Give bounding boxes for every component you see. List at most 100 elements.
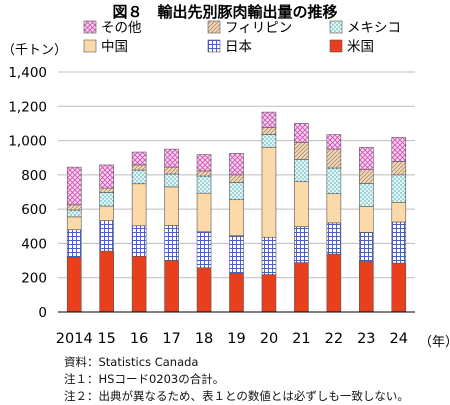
y-tick-label: 400 <box>21 236 47 252</box>
legend-swatch-series-4 <box>207 20 221 34</box>
bar-segment-series-3 <box>229 182 244 201</box>
bar-segment-series-4 <box>99 187 114 193</box>
x-axis-unit: （年） <box>419 335 450 350</box>
bar-segment-series-1 <box>294 226 309 263</box>
legend-swatch-series-2 <box>83 39 97 53</box>
bar-segment-series-3 <box>391 174 407 203</box>
bar-segment-series-2 <box>131 183 147 227</box>
y-tick-label: 1,400 <box>8 65 47 81</box>
y-tick-labels: 0 200 400 600 800 1,000 1,200 1,400 <box>8 65 47 321</box>
bar-segment-series-1 <box>261 236 277 275</box>
bar-segment-series-2 <box>66 216 82 231</box>
y-tick-label: 800 <box>21 168 47 184</box>
bar-segment-series-1 <box>359 231 374 262</box>
bar-segment-series-0 <box>99 250 114 313</box>
y-tick-label: 600 <box>21 202 47 218</box>
bar-segment-series-1 <box>326 222 342 255</box>
bar-segment-series-4 <box>229 174 244 183</box>
x-tick-label: 22 <box>325 331 343 347</box>
note-source: 資料：Statistics Canada <box>64 355 199 369</box>
bar-segment-series-1 <box>99 220 114 252</box>
bar-segment-series-4 <box>294 141 309 160</box>
bar-segment-series-5 <box>326 134 342 150</box>
bar-segment-series-1 <box>164 225 179 261</box>
x-tick-label: 17 <box>162 331 180 347</box>
y-tick-label: 1,000 <box>8 134 47 150</box>
bar-segment-series-0 <box>294 262 309 313</box>
x-tick-label: 19 <box>227 331 245 347</box>
bar-segment-series-3 <box>164 173 179 188</box>
bar-segment-series-1 <box>229 235 244 274</box>
bar-segment-series-2 <box>359 206 374 233</box>
bar-segment-series-4 <box>131 164 147 171</box>
bar-segment-series-3 <box>261 134 277 148</box>
bar-segment-series-2 <box>261 146 277 238</box>
bar-segment-series-2 <box>229 199 244 237</box>
x-tick-labels: 2014 15 16 17 18 19 20 21 22 23 24 <box>56 331 408 347</box>
bar-segment-series-0 <box>391 262 407 313</box>
bar-segment-series-4 <box>261 127 277 135</box>
bar-segment-series-5 <box>66 166 82 206</box>
x-tick-label: 15 <box>97 331 115 347</box>
legend-swatch-series-5 <box>83 20 97 34</box>
legend-label-series-4: フィリピン <box>225 20 292 36</box>
legend-swatch-series-0 <box>329 39 343 53</box>
bar-segment-series-5 <box>391 137 407 162</box>
bar-segment-series-2 <box>294 181 309 227</box>
bar-segment-series-5 <box>261 111 277 128</box>
x-tick-label: 20 <box>260 331 278 347</box>
bar-segment-series-1 <box>196 231 212 269</box>
chart-title: 図８ 輸出先別豚肉輸出量の推移 <box>112 3 337 21</box>
bar-segment-series-0 <box>164 260 179 313</box>
bar-segment-series-5 <box>196 154 212 172</box>
bar-segment-series-0 <box>261 274 277 313</box>
bar-segment-series-3 <box>99 192 114 207</box>
bar-segment-series-5 <box>294 123 309 143</box>
bar-segment-series-4 <box>391 161 407 176</box>
legend-label-series-0: 米国 <box>347 39 374 55</box>
x-tick-label: 16 <box>130 331 148 347</box>
bar-segment-series-0 <box>359 261 374 313</box>
bar-segment-series-2 <box>391 201 407 223</box>
x-tick-label: 2014 <box>56 331 93 347</box>
bar-segment-series-0 <box>196 267 212 313</box>
bar-segment-series-4 <box>326 148 342 169</box>
bar-segment-series-3 <box>326 167 342 195</box>
bar-segment-series-1 <box>131 225 147 257</box>
legend-swatch-series-1 <box>207 39 221 53</box>
bar-segment-series-0 <box>326 253 342 313</box>
bar-segment-series-1 <box>391 221 407 264</box>
y-tick-label: 200 <box>21 271 47 287</box>
bar-segment-series-4 <box>66 204 82 211</box>
bar-segment-series-2 <box>326 193 342 224</box>
bar-segment-series-2 <box>196 192 212 233</box>
x-tick-label: 24 <box>390 331 408 347</box>
bar-segment-series-4 <box>196 170 212 177</box>
bar-segment-series-4 <box>359 169 374 184</box>
bar-segment-series-5 <box>131 151 147 166</box>
bar-segment-series-0 <box>66 256 82 313</box>
legend-label-series-1: 日本 <box>225 39 252 55</box>
y-tick-label: 1,200 <box>8 99 47 115</box>
legend-label-series-3: メキシコ <box>347 20 401 36</box>
y-axis-unit: （千トン） <box>2 43 67 58</box>
bar-segment-series-5 <box>164 148 179 168</box>
bar-segment-series-3 <box>66 209 82 218</box>
y-tick-label: 0 <box>38 305 47 321</box>
bar-segment-series-3 <box>294 159 309 183</box>
bar-segment-series-5 <box>229 153 244 176</box>
bar-segment-series-4 <box>164 166 179 175</box>
legend-swatch-series-3 <box>329 20 343 34</box>
legend-label-series-2: 中国 <box>101 39 128 55</box>
bar-segment-series-0 <box>229 273 244 313</box>
note-1: 注１：HSコード0203の合計。 <box>64 372 225 386</box>
bar-segment-series-5 <box>99 164 114 189</box>
x-tick-label: 23 <box>357 331 375 347</box>
note-2: 注２：出典が異なるため、表１との数値とは必ずしも一致しない。 <box>64 389 409 403</box>
bar-segment-series-2 <box>164 186 179 226</box>
bar-segment-series-0 <box>131 255 147 313</box>
bar-segment-series-3 <box>359 183 374 207</box>
x-tick-label: 18 <box>195 331 213 347</box>
